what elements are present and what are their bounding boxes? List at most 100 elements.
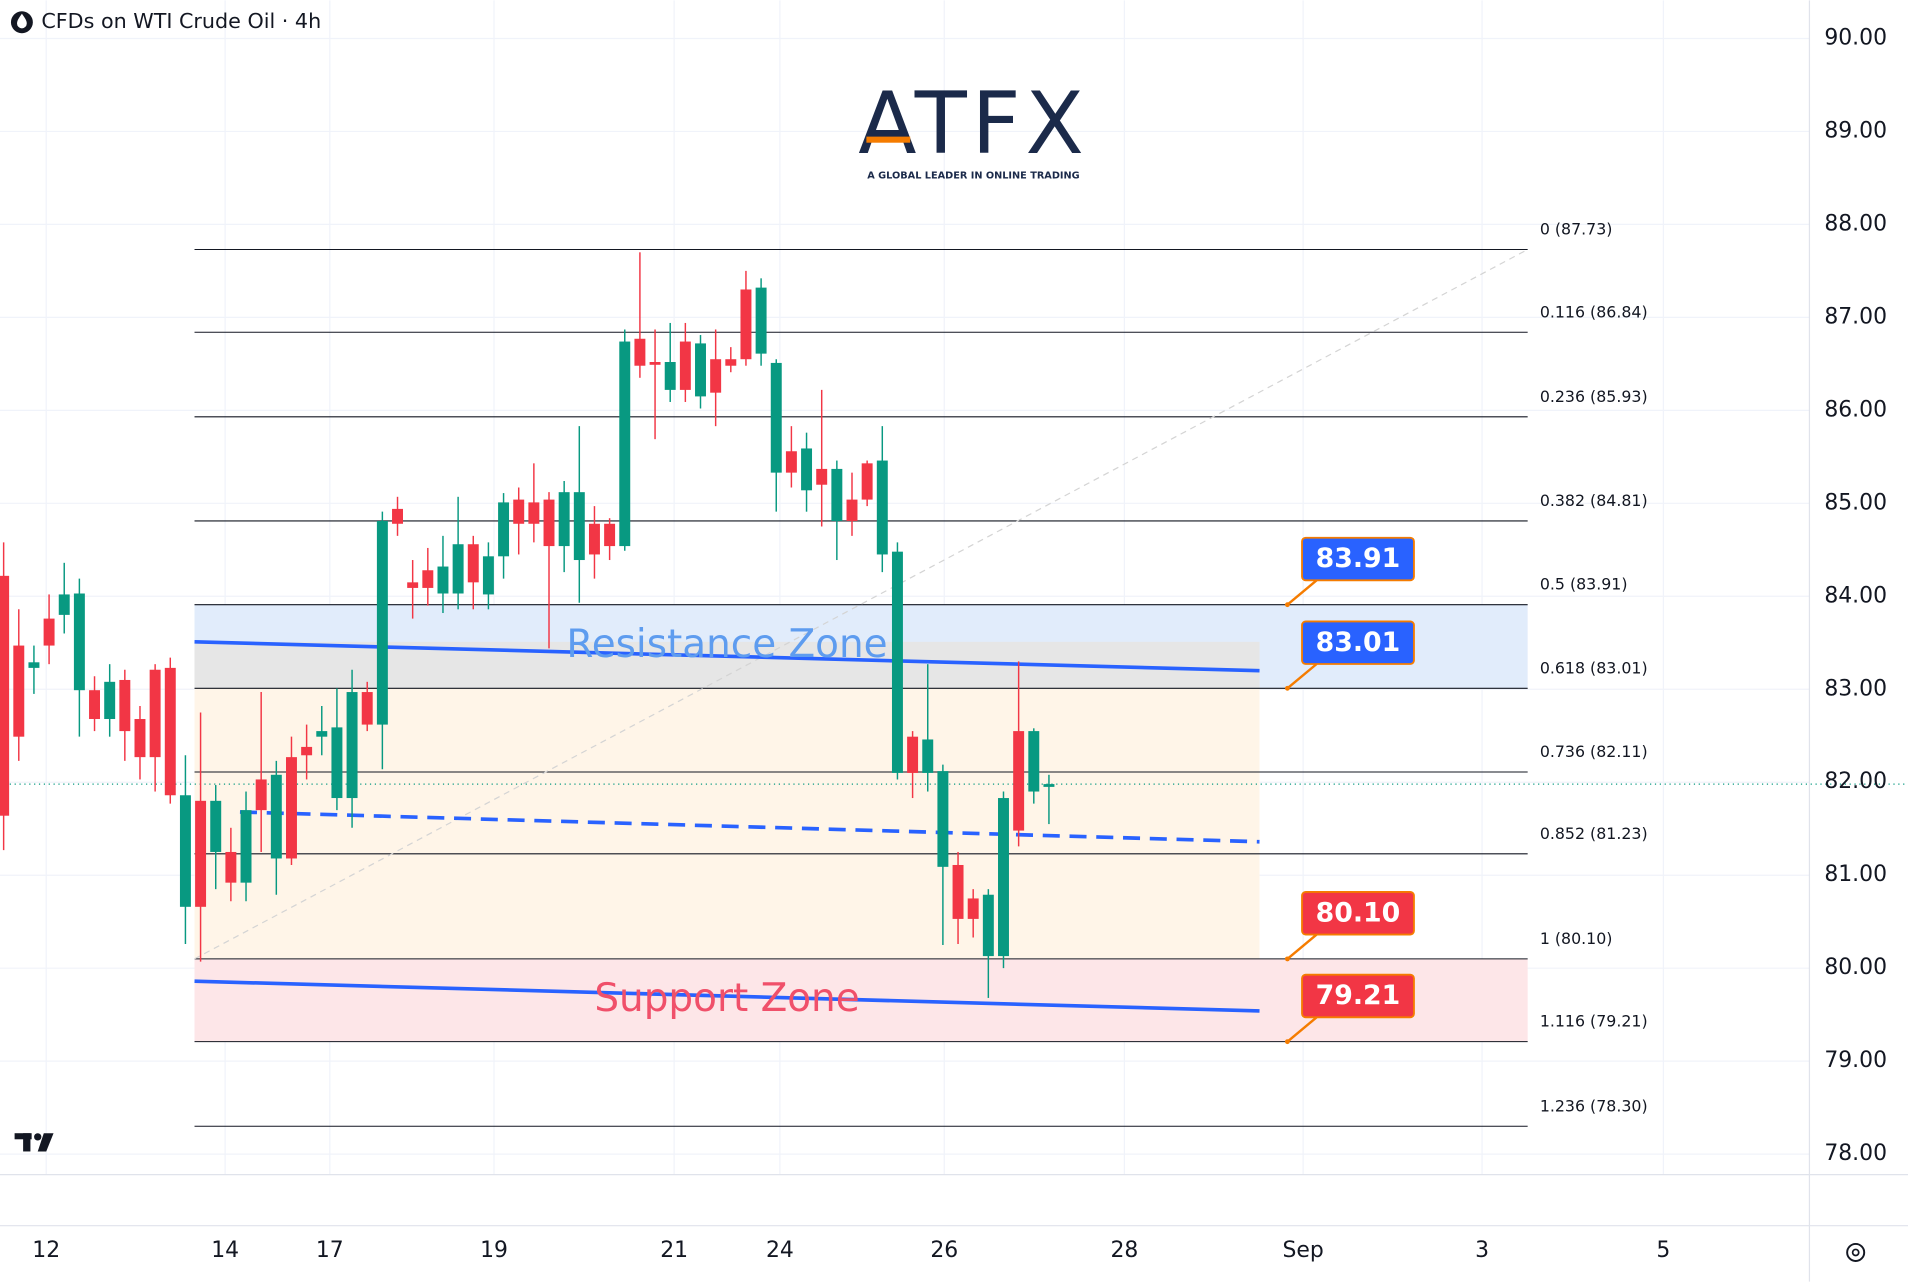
candle-body bbox=[998, 798, 1009, 957]
candle-body bbox=[846, 499, 858, 521]
candle-body bbox=[710, 359, 722, 393]
candle-body bbox=[816, 468, 828, 485]
y-tick-label: 78.00 bbox=[1824, 1141, 1887, 1166]
candle-body bbox=[346, 692, 358, 799]
zone-box bbox=[194, 688, 1260, 959]
candle-body bbox=[452, 544, 464, 594]
candle-body bbox=[619, 341, 631, 547]
callout-label: 83.01 bbox=[1316, 627, 1401, 658]
candle-body bbox=[361, 692, 373, 725]
candle-body bbox=[967, 898, 979, 919]
candle-body bbox=[195, 800, 207, 907]
callout-pointer bbox=[1286, 933, 1318, 960]
symbol-icon-drop bbox=[17, 13, 27, 29]
candle-body bbox=[0, 575, 10, 816]
candle-body bbox=[937, 771, 949, 867]
trend-line bbox=[239, 810, 1260, 844]
x-tick-label: 21 bbox=[660, 1238, 688, 1263]
callout-anchor bbox=[1284, 602, 1290, 608]
candle-body bbox=[58, 594, 70, 615]
candle-body bbox=[210, 800, 222, 852]
candle-body bbox=[134, 719, 146, 758]
settings-icon[interactable] bbox=[1846, 1242, 1866, 1262]
candle-body bbox=[73, 593, 85, 691]
y-tick-label: 84.00 bbox=[1824, 583, 1887, 608]
y-tick-label: 82.00 bbox=[1824, 769, 1887, 794]
candle-body bbox=[982, 894, 994, 957]
candle-body bbox=[498, 502, 510, 557]
callout-anchor bbox=[1284, 1039, 1290, 1045]
fib-label: 1.236 (78.30) bbox=[1540, 1096, 1648, 1115]
candle-body bbox=[513, 499, 525, 524]
chart-title: CFDs on WTI Crude Oil · 4h bbox=[41, 9, 321, 33]
fib-label: 0 (87.73) bbox=[1540, 220, 1613, 239]
candle-body bbox=[285, 757, 297, 859]
trend-line bbox=[194, 979, 1260, 1013]
candle-body bbox=[725, 359, 737, 366]
x-tick-label: 26 bbox=[930, 1238, 958, 1263]
candle-body bbox=[43, 618, 55, 646]
candle-body bbox=[740, 289, 752, 360]
x-tick-label: Sep bbox=[1283, 1238, 1324, 1263]
fib-label: 0.736 (82.11) bbox=[1540, 742, 1648, 761]
zone-label: Resistance Zone bbox=[566, 622, 887, 667]
candle-body bbox=[104, 681, 116, 720]
candle-body bbox=[664, 361, 676, 390]
y-tick-label: 88.00 bbox=[1824, 211, 1887, 236]
callout-label: 80.10 bbox=[1316, 897, 1401, 928]
tv-logo bbox=[14, 1133, 54, 1152]
logo-brand: ATFX bbox=[858, 75, 1088, 174]
y-tick-label: 85.00 bbox=[1824, 490, 1887, 515]
candle-body bbox=[240, 810, 252, 883]
x-tick-label: 3 bbox=[1475, 1238, 1489, 1263]
callout-box bbox=[1301, 891, 1415, 936]
zone-label: Support Zone bbox=[594, 976, 859, 1021]
fib-label: 0.236 (85.93) bbox=[1540, 387, 1648, 406]
candle-body bbox=[376, 520, 388, 725]
candle-body bbox=[1013, 731, 1025, 831]
callout-box bbox=[1301, 620, 1415, 665]
x-tick-label: 5 bbox=[1656, 1238, 1670, 1263]
trend-line bbox=[194, 640, 1260, 673]
candle-body bbox=[801, 448, 813, 491]
x-tick-label: 28 bbox=[1110, 1238, 1138, 1263]
callout-anchor bbox=[1284, 956, 1290, 962]
logo-accent bbox=[866, 136, 911, 143]
candle-body bbox=[467, 544, 479, 583]
candle-body bbox=[922, 739, 934, 773]
candle-body bbox=[225, 851, 237, 883]
candle-body bbox=[861, 463, 873, 500]
callout-box bbox=[1301, 973, 1415, 1019]
fib-label: 1 (80.10) bbox=[1540, 929, 1613, 948]
logo-tagline: A GLOBAL LEADER IN ONLINE TRADING bbox=[867, 171, 1079, 182]
y-tick-label: 90.00 bbox=[1824, 25, 1887, 50]
y-tick-label: 86.00 bbox=[1824, 397, 1887, 422]
candle-body bbox=[331, 727, 343, 799]
callout-anchor bbox=[1284, 685, 1290, 691]
candle-body bbox=[558, 492, 570, 547]
candle-body bbox=[13, 645, 25, 737]
fib-label: 0.382 (84.81) bbox=[1540, 491, 1648, 510]
candle-body bbox=[604, 523, 616, 547]
candle-body bbox=[89, 690, 101, 720]
candle-body bbox=[952, 864, 964, 919]
candle-body bbox=[876, 460, 888, 555]
callout-label: 83.91 bbox=[1316, 543, 1401, 574]
y-tick-label: 83.00 bbox=[1824, 676, 1887, 701]
candle-body bbox=[907, 736, 919, 773]
candle-body bbox=[891, 551, 903, 773]
fib-label: 0.618 (83.01) bbox=[1540, 658, 1648, 677]
main-layer: 90.00 89.00 88.00 87.00 86.00 85.00 84.00 83.00… bbox=[0, 25, 1887, 1263]
candle-body bbox=[392, 508, 403, 524]
candle-body bbox=[543, 499, 555, 547]
fib-label: 1.116 (79.21) bbox=[1540, 1012, 1648, 1031]
back-layer bbox=[0, 0, 1908, 1175]
candle-body bbox=[785, 451, 797, 473]
y-tick-label: 89.00 bbox=[1824, 118, 1887, 143]
callout-pointer bbox=[1286, 579, 1318, 606]
candle-body bbox=[1028, 731, 1040, 792]
candle-body bbox=[588, 523, 600, 555]
candle-body bbox=[695, 343, 706, 397]
settings-icon[interactable] bbox=[1851, 1248, 1860, 1257]
